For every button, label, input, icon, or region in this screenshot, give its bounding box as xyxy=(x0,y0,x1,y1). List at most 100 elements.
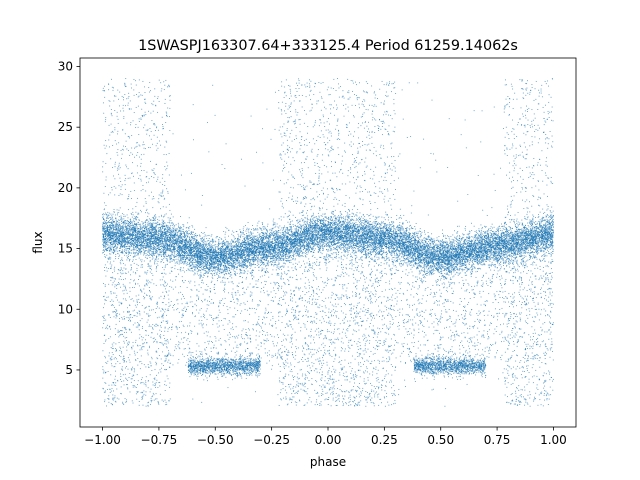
data-point xyxy=(190,270,191,271)
data-point xyxy=(169,130,170,131)
data-point xyxy=(198,297,199,298)
data-point xyxy=(440,316,441,317)
data-point xyxy=(217,377,218,378)
data-point xyxy=(214,345,215,346)
data-point xyxy=(412,324,413,325)
data-point xyxy=(484,233,485,234)
data-point xyxy=(163,344,164,345)
data-point xyxy=(395,171,396,172)
data-point xyxy=(307,218,308,219)
data-point xyxy=(224,318,225,319)
data-point xyxy=(142,326,143,327)
data-point xyxy=(231,260,232,261)
data-point xyxy=(474,257,475,258)
data-point xyxy=(360,257,361,258)
data-point xyxy=(376,232,377,233)
data-point xyxy=(110,224,111,225)
data-point xyxy=(332,292,333,293)
data-point xyxy=(510,215,511,216)
data-point xyxy=(395,247,396,248)
data-point xyxy=(116,389,117,390)
data-point xyxy=(270,283,271,284)
data-point xyxy=(164,298,165,299)
data-point xyxy=(505,227,506,228)
data-point xyxy=(111,250,112,251)
data-point xyxy=(134,112,135,113)
data-point xyxy=(522,389,523,390)
data-point xyxy=(497,316,498,317)
data-point xyxy=(198,275,199,276)
data-point xyxy=(204,243,205,244)
data-point xyxy=(531,84,532,85)
data-point xyxy=(112,87,113,88)
data-point xyxy=(507,396,508,397)
data-point xyxy=(256,324,257,325)
data-point xyxy=(384,199,385,200)
data-point xyxy=(331,316,332,317)
data-point xyxy=(128,344,129,345)
data-point xyxy=(421,240,422,241)
data-point xyxy=(243,372,244,373)
data-point xyxy=(105,392,106,393)
data-point xyxy=(503,324,504,325)
data-point xyxy=(419,303,420,304)
data-point xyxy=(269,208,270,209)
data-point xyxy=(361,246,362,247)
data-point xyxy=(148,221,149,222)
data-point xyxy=(295,120,296,121)
data-point xyxy=(163,365,164,366)
data-point xyxy=(394,131,395,132)
data-point xyxy=(222,298,223,299)
data-point xyxy=(124,84,125,85)
data-point xyxy=(231,294,232,295)
data-point xyxy=(513,272,514,273)
data-point xyxy=(513,180,514,181)
data-point xyxy=(187,222,188,223)
data-point xyxy=(107,241,108,242)
data-point xyxy=(141,109,142,110)
data-point xyxy=(524,390,525,391)
data-point xyxy=(372,247,373,248)
data-point xyxy=(338,224,339,225)
data-point xyxy=(384,361,385,362)
data-point xyxy=(312,323,313,324)
data-point xyxy=(357,209,358,210)
data-point xyxy=(138,254,139,255)
data-point xyxy=(385,129,386,130)
data-point xyxy=(350,220,351,221)
data-point xyxy=(507,337,508,338)
data-point xyxy=(471,223,472,224)
data-point xyxy=(244,257,245,258)
data-point xyxy=(292,277,293,278)
data-point xyxy=(355,390,356,391)
data-point xyxy=(174,304,175,305)
data-point xyxy=(544,393,545,394)
data-point xyxy=(496,239,497,240)
data-point xyxy=(165,288,166,289)
data-point xyxy=(281,81,282,82)
data-point xyxy=(139,118,140,119)
data-point xyxy=(341,258,342,259)
data-point xyxy=(308,399,309,400)
data-point xyxy=(213,318,214,319)
data-point xyxy=(365,345,366,346)
data-point xyxy=(109,258,110,259)
data-point xyxy=(255,358,256,359)
data-point xyxy=(172,260,173,261)
data-point xyxy=(152,256,153,257)
data-point xyxy=(356,257,357,258)
data-point xyxy=(183,226,184,227)
data-point xyxy=(357,352,358,353)
data-point xyxy=(472,326,473,327)
data-point xyxy=(263,264,264,265)
data-point xyxy=(269,262,270,263)
data-point xyxy=(322,250,323,251)
data-point xyxy=(125,327,126,328)
data-point xyxy=(425,310,426,311)
data-point xyxy=(168,360,169,361)
data-point xyxy=(232,327,233,328)
data-point xyxy=(480,264,481,265)
data-point xyxy=(365,348,366,349)
data-point xyxy=(510,263,511,264)
data-point xyxy=(111,240,112,241)
